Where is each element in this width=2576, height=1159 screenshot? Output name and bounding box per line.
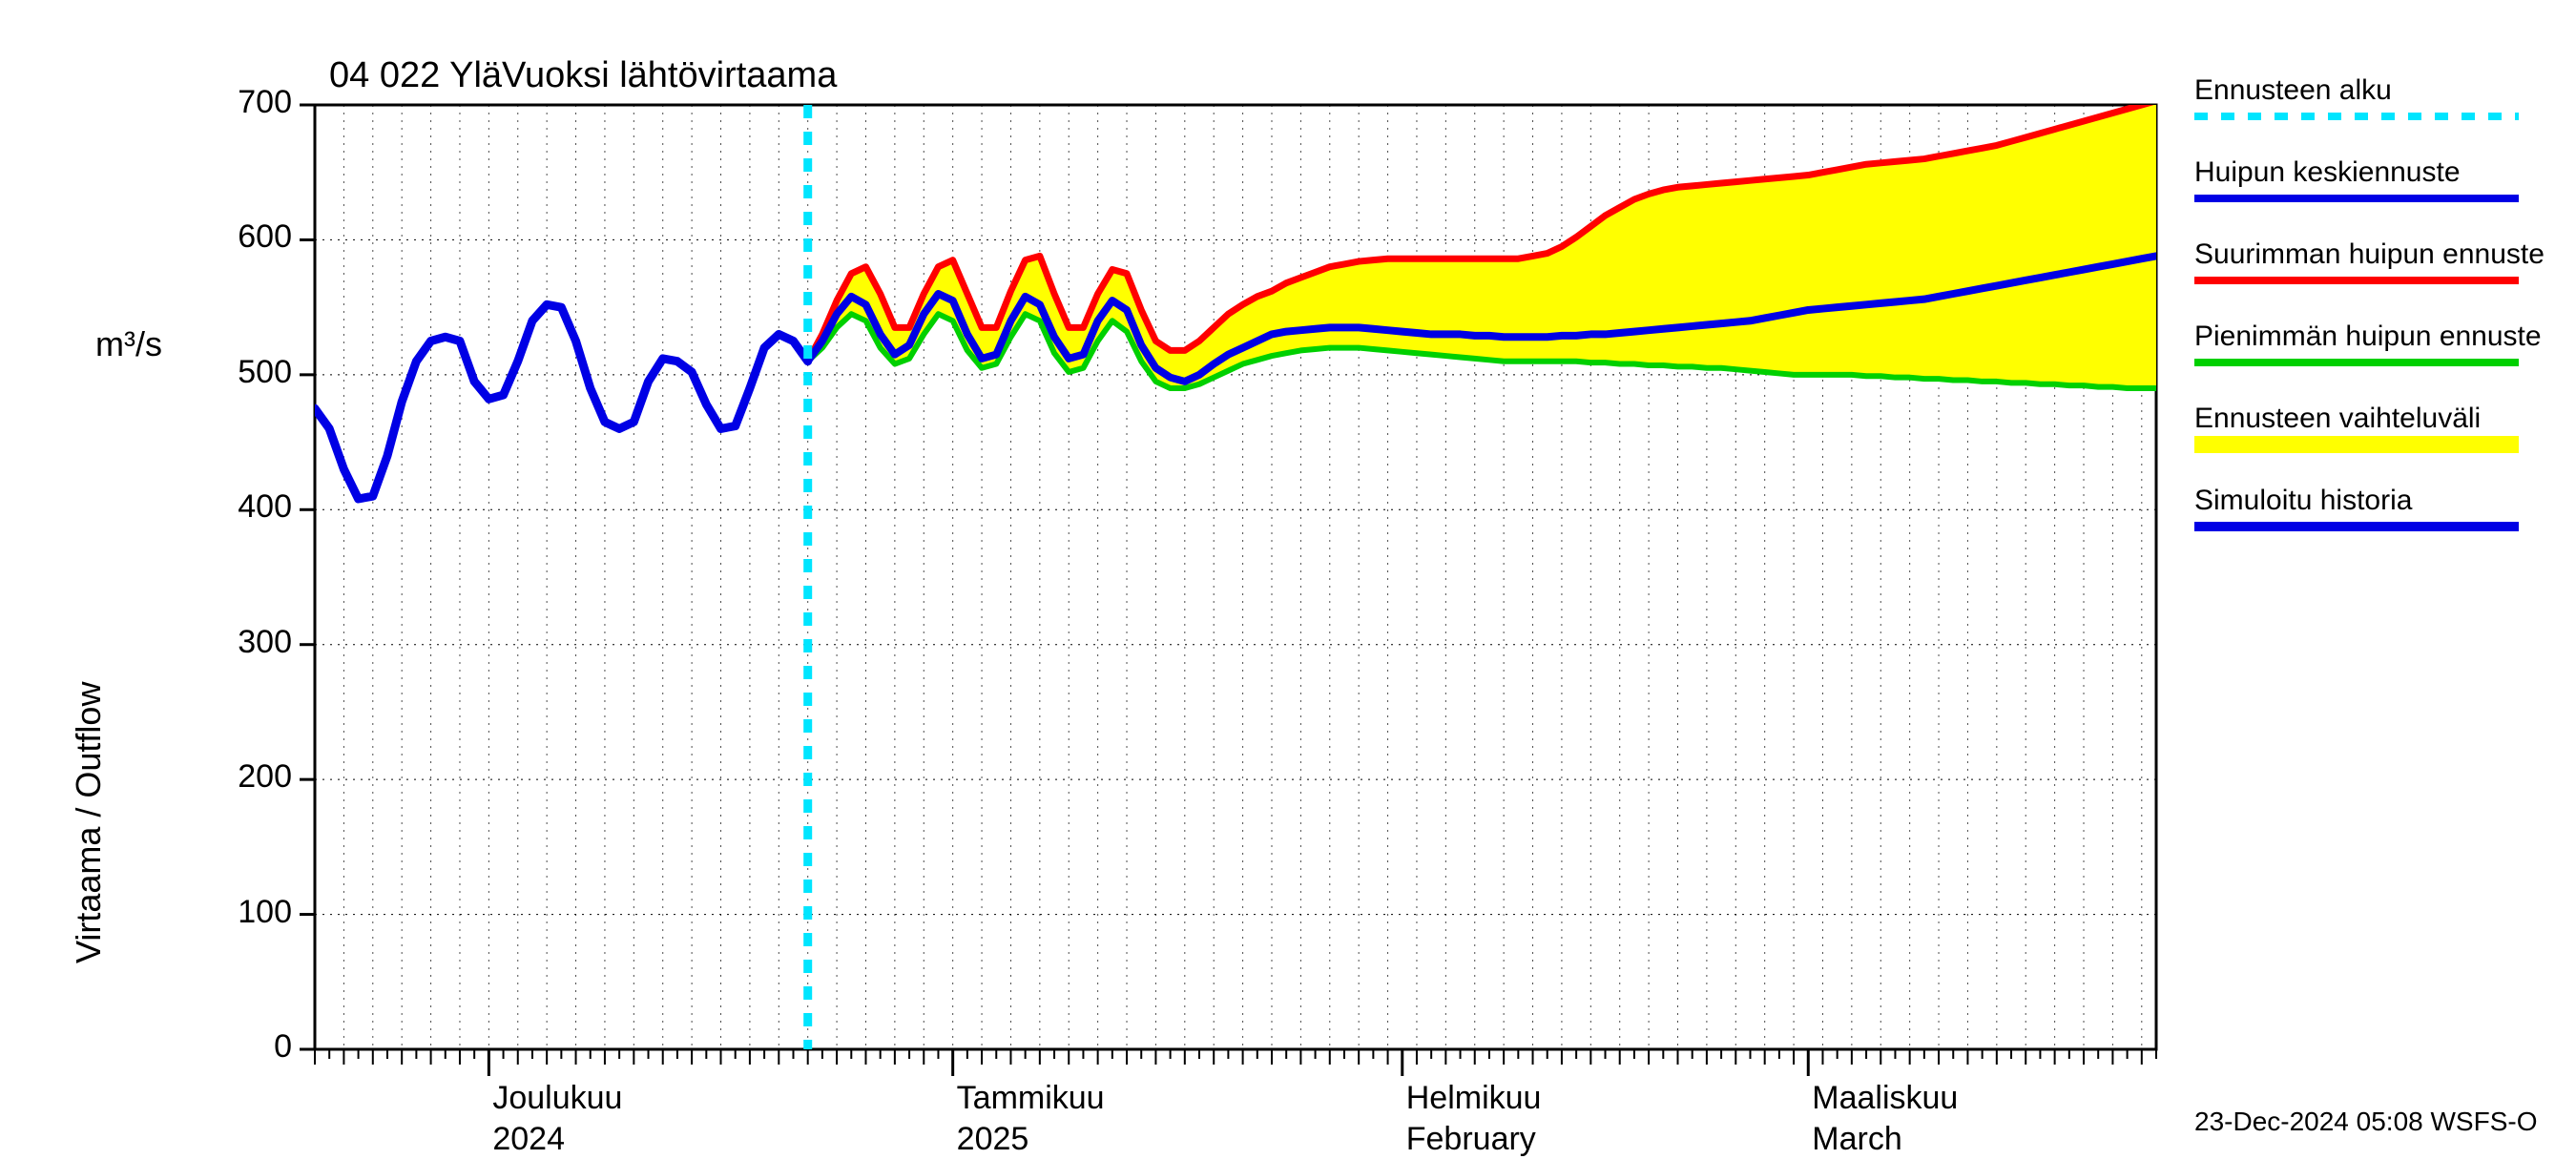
x-tick-label: Tammikuu2025 [957, 1078, 1105, 1159]
y-tick-label: 100 [200, 894, 292, 931]
y-tick-label: 300 [200, 624, 292, 661]
legend-label: Ennusteen vaihteluväli [2194, 403, 2481, 435]
legend-label: Pienimmän huipun ennuste [2194, 321, 2542, 353]
x-tick-label: Joulukuu2024 [492, 1078, 622, 1159]
y-tick-label: 700 [200, 84, 292, 121]
legend-label: Simuloitu historia [2194, 485, 2412, 517]
legend-label: Ennusteen alku [2194, 74, 2392, 107]
x-tick-label: HelmikuuFebruary [1406, 1078, 1542, 1159]
y-tick-label: 400 [200, 488, 292, 526]
legend-label: Suurimman huipun ennuste [2194, 238, 2545, 271]
y-tick-label: 500 [200, 354, 292, 391]
legend-label: Huipun keskiennuste [2194, 156, 2461, 189]
y-tick-label: 600 [200, 218, 292, 256]
x-tick-label: MaaliskuuMarch [1812, 1078, 1958, 1159]
y-tick-label: 200 [200, 758, 292, 796]
chart-plot [0, 0, 2576, 1145]
y-tick-label: 0 [200, 1028, 292, 1066]
